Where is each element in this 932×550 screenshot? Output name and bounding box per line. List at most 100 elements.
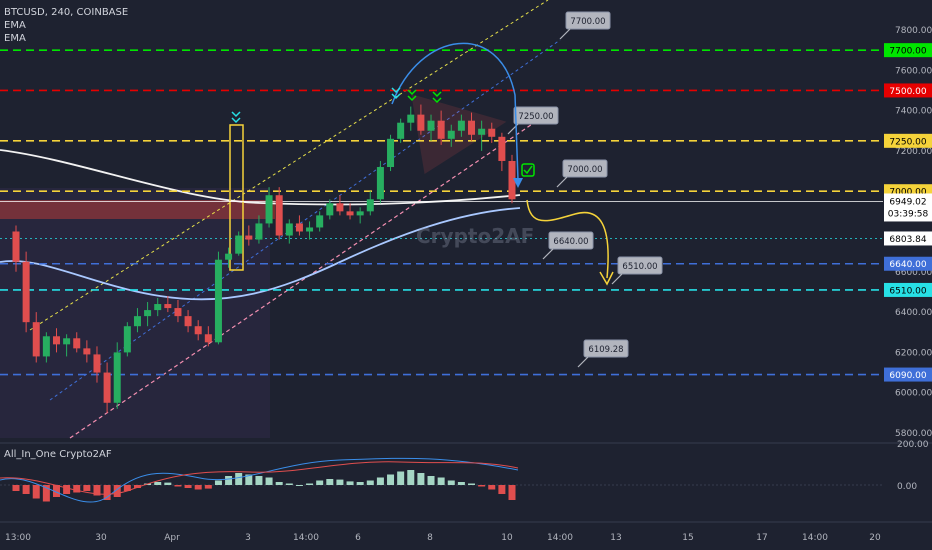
callout-pointer-0 [559, 28, 571, 40]
callout-box-3 [548, 231, 594, 250]
macd-histogram [12, 470, 516, 502]
ema-legend-2[interactable]: EMA [4, 33, 26, 44]
supply-zone[interactable] [0, 200, 275, 219]
callout-text-0: 7700.00 [570, 17, 605, 27]
symbol-title[interactable]: BTCUSD, 240, COINBASE [4, 7, 129, 18]
price-axis[interactable]: 7800.00 7600.00 7400.00 7200.00 6600.00 6400.… [895, 26, 932, 439]
time-tick-5: 6 [355, 533, 361, 543]
callout-box-1 [513, 106, 559, 125]
macd-bar-7 [83, 485, 91, 491]
macd-bar-29 [306, 483, 314, 485]
candle-body-8 [93, 354, 101, 373]
candle-body-28 [295, 223, 303, 232]
channel-upper-line[interactable] [29, 0, 549, 331]
level-lines [0, 49, 883, 376]
macd-bar-1 [22, 485, 30, 494]
candle-body-18 [194, 326, 202, 335]
macd-bar-48 [498, 485, 506, 494]
callout-text-1: 7250.00 [518, 112, 553, 122]
time-tick-12: 14:00 [802, 533, 828, 543]
projected-arc-arrow[interactable] [391, 42, 519, 181]
projected-down-arrow[interactable] [526, 199, 609, 279]
candle-body-22 [235, 235, 243, 254]
price-tick-0: 7800.00 [895, 26, 932, 36]
range-shading [0, 188, 270, 438]
candle-body-48 [498, 136, 506, 161]
time-axis[interactable]: 13:00 30 Apr 3 14:00 6 8 10 14:00 13 15 17 14:00 20 [5, 533, 881, 543]
callout-pointer-3 [542, 248, 554, 260]
candle-body-25 [265, 195, 273, 224]
macd-bar-21 [225, 476, 233, 485]
callout-box-5 [583, 339, 629, 358]
macd-bar-28 [295, 485, 303, 486]
ema-value-tag [884, 231, 932, 246]
macd-bar-45 [468, 483, 476, 485]
level-price-tag-2 [884, 133, 932, 148]
price-tick-5: 6400.00 [895, 308, 932, 318]
candle-body-45 [468, 120, 476, 135]
candle-body-29 [306, 227, 314, 232]
macd-bar-10 [113, 485, 121, 497]
indicator-title[interactable]: All_In_One Crypto2AF [4, 449, 112, 460]
macd-bar-18 [194, 485, 202, 490]
candle-body-31 [326, 203, 334, 216]
macd-bar-4 [52, 485, 60, 497]
candle-body-2 [32, 322, 40, 357]
chart-legend: BTCUSD, 240, COINBASE EMA EMA [4, 6, 128, 45]
highlight-box[interactable] [229, 124, 244, 271]
candle-body-0 [12, 231, 20, 262]
candle-body-35 [366, 199, 374, 212]
candle-body-27 [285, 223, 293, 236]
ema-short-line[interactable] [0, 207, 521, 301]
candle-body-13 [144, 310, 152, 317]
candle-body-41 [427, 120, 435, 131]
ema-legend-1[interactable]: EMA [4, 20, 26, 31]
price-tick-7: 6000.00 [895, 389, 932, 399]
callout-box-4 [617, 256, 663, 275]
time-tick-4: 14:00 [293, 533, 319, 543]
level-price-tag-5 [884, 282, 932, 297]
last-price-label: 6949.02 [889, 197, 926, 207]
triangle-pattern[interactable] [411, 94, 507, 174]
macd-bar-6 [73, 485, 81, 493]
arrow-head-icon [513, 178, 523, 188]
countdown-label: 03:39:58 [888, 209, 929, 219]
price-tick-8: 5800.00 [895, 429, 932, 439]
candle-body-10 [113, 352, 121, 403]
macd-bar-39 [407, 470, 415, 485]
candle-body-26 [275, 195, 283, 236]
ema-long-line[interactable] [0, 149, 521, 206]
double-chevron-icon [432, 91, 442, 104]
candle-body-19 [204, 334, 212, 343]
macd-bar-35 [366, 480, 374, 485]
time-tick-10: 15 [682, 533, 693, 543]
callout-text-3: 6640.00 [553, 237, 588, 247]
last-price-tag [884, 193, 932, 222]
level-price-label-3: 7000.00 [889, 188, 926, 198]
macd-bar-14 [154, 482, 162, 485]
candle-body-49 [508, 160, 516, 200]
channel-mid-line[interactable] [49, 39, 561, 401]
macd-bar-32 [336, 479, 344, 485]
macd-bar-23 [245, 474, 253, 485]
macd-bar-44 [457, 482, 465, 485]
callout-text-2: 7000.00 [567, 165, 602, 175]
price-tick-6: 6200.00 [895, 348, 932, 358]
price-tick-2: 7400.00 [895, 107, 932, 117]
double-chevron-icon [407, 89, 417, 102]
macd-bar-34 [356, 482, 364, 485]
price-tick-3: 7200.00 [895, 147, 932, 157]
candle-body-44 [457, 120, 465, 131]
candle-body-20 [214, 259, 222, 343]
candle-body-21 [225, 253, 233, 260]
watermark-text: Crypto2AF [416, 224, 534, 248]
macd-bar-26 [275, 482, 283, 485]
time-tick-8: 14:00 [547, 533, 573, 543]
double-chevron-icon [391, 87, 401, 100]
time-tick-3: 3 [245, 533, 251, 543]
candle-body-3 [42, 336, 50, 357]
macd-bar-41 [427, 476, 435, 485]
time-tick-11: 17 [756, 533, 767, 543]
